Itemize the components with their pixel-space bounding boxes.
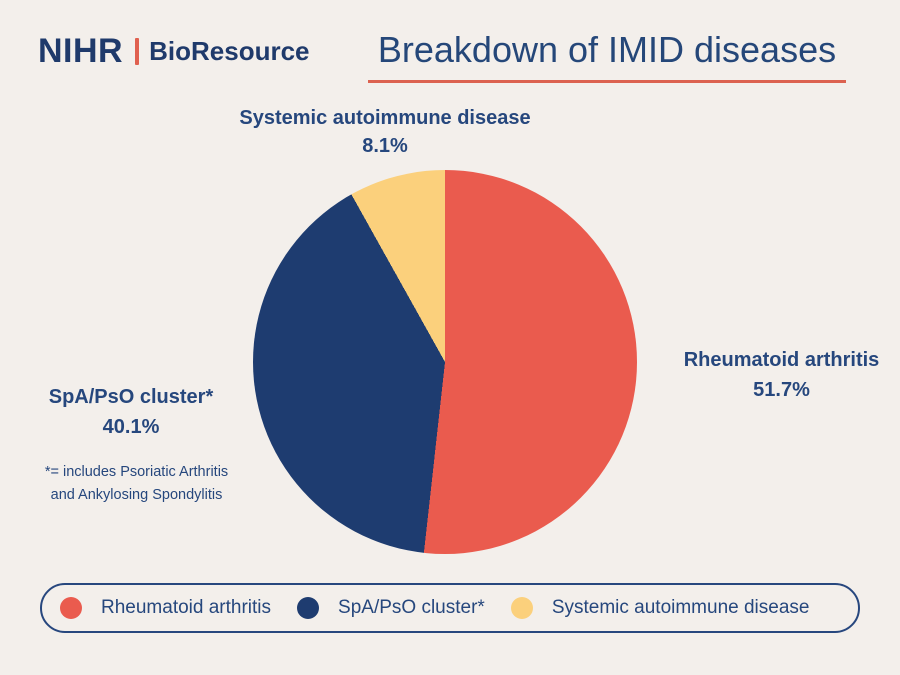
callout-systemic-name: Systemic autoimmune disease [239, 107, 531, 129]
pie-chart [253, 170, 637, 554]
legend-item-systemic: Systemic autoimmune disease [510, 597, 810, 619]
page-title: Breakdown of IMID diseases [368, 28, 846, 83]
callout-rheumatoid-arthritis: Rheumatoid arthritis 51.7% [669, 345, 894, 405]
callout-systemic-value: 8.1% [362, 135, 408, 157]
nihr-bioresource-logo: NIHR BioResource [38, 34, 310, 68]
callout-rheumatoid-name: Rheumatoid arthritis [683, 349, 880, 371]
logo-separator-bar [135, 37, 140, 65]
logo-bioresource-text: BioResource [149, 36, 310, 66]
footnote-line-1: *= includes Psoriatic Arthritis [44, 464, 229, 480]
legend-label-systemic: Systemic autoimmune disease [551, 597, 810, 618]
legend-dot-rheumatoid [60, 597, 82, 619]
legend-label-spa-pso: SpA/PsO cluster* [338, 597, 485, 618]
footnote-line-2: and Ankylosing Spondylitis [50, 487, 223, 503]
legend-dot-spa-pso [297, 597, 320, 619]
legend-dot-systemic [510, 597, 533, 619]
legend-item-spa-pso: SpA/PsO cluster* [297, 597, 485, 619]
callout-rheumatoid-value: 51.7% [753, 379, 810, 401]
logo-nihr-text: NIHR [38, 32, 124, 70]
legend-item-rheumatoid: Rheumatoid arthritis [60, 597, 271, 619]
chart-legend: Rheumatoid arthritis SpA/PsO cluster* Sy… [40, 583, 860, 633]
callout-spa-pso-cluster: SpA/PsO cluster* 40.1% [21, 382, 241, 442]
callout-spa-pso-value: 40.1% [102, 416, 160, 438]
footnote: *= includes Psoriatic Arthritis and Anky… [14, 461, 259, 507]
legend-label-rheumatoid: Rheumatoid arthritis [101, 597, 272, 618]
callout-systemic-autoimmune: Systemic autoimmune disease 8.1% [225, 104, 545, 160]
callout-spa-pso-name: SpA/PsO cluster* [48, 386, 214, 408]
